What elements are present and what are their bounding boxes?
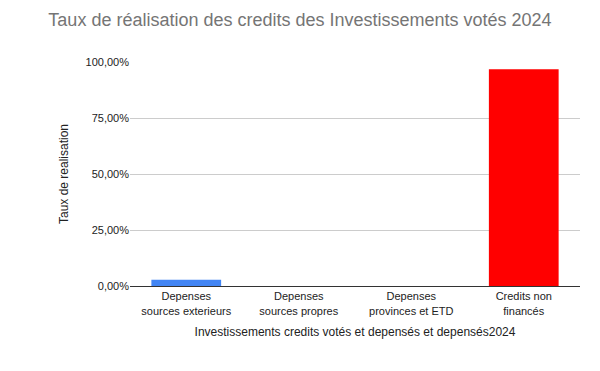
svg-text:Depensesprovinces et ETD: Depensesprovinces et ETD [369,290,453,316]
svg-text:0,00%: 0,00% [98,280,129,292]
svg-text:25,00%: 25,00% [92,224,130,236]
svg-text:Investissements credits votés: Investissements credits votés et depensé… [195,325,516,339]
svg-text:Taux de realisation: Taux de realisation [57,124,71,224]
svg-text:Taux de réalisation des credit: Taux de réalisation des credits des Inve… [48,10,551,30]
svg-text:75,00%: 75,00% [92,112,130,124]
svg-text:100,00%: 100,00% [86,56,130,68]
svg-text:Depensessources exterieurs: Depensessources exterieurs [141,290,231,316]
svg-text:Depensessources propres: Depensessources propres [259,290,338,316]
svg-text:50,00%: 50,00% [92,168,130,180]
svg-text:Credits nonfinancés: Credits nonfinancés [496,290,552,316]
